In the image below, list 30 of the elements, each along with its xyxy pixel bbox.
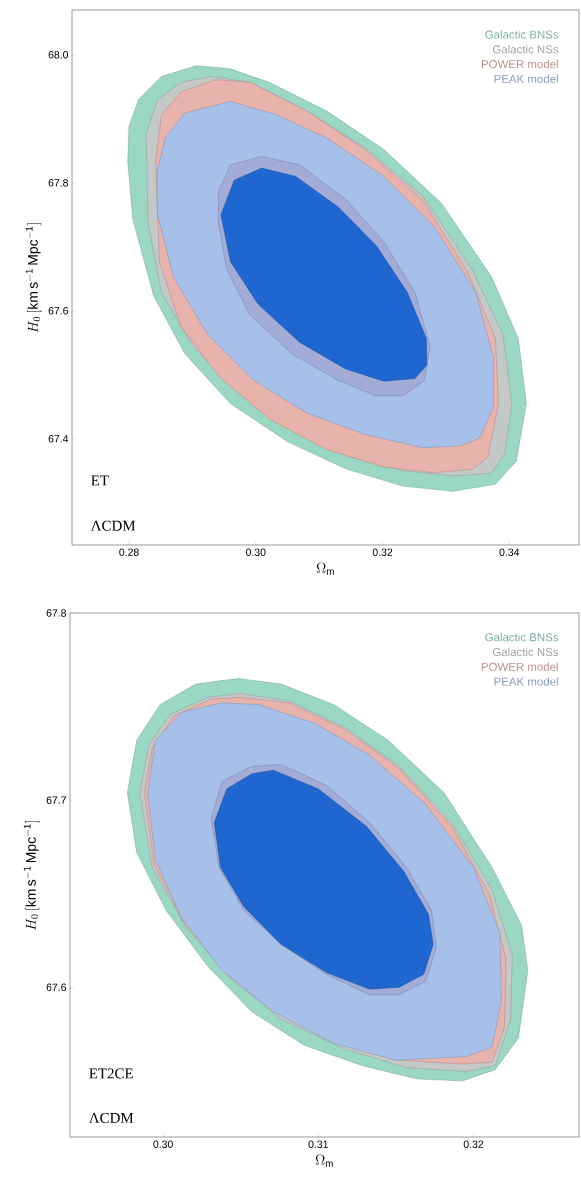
y-tick-label: 68.0 <box>48 51 69 59</box>
x-tick-label: 0.28 <box>119 548 139 556</box>
x-tick-label: 0.32 <box>463 1140 484 1148</box>
annotation: ΛCDM <box>88 1112 134 1123</box>
annotation: ET2CE <box>89 1068 133 1079</box>
y-tick-label: 67.8 <box>46 609 67 617</box>
annotation: ET <box>91 475 109 486</box>
text: PEAK model <box>494 74 558 83</box>
x-tick-label: 0.30 <box>246 548 266 556</box>
x-axis-title: $\Omega_\mathrm{m}$ <box>316 562 334 575</box>
annotation: ΛCDM <box>90 520 136 531</box>
y-axis-title: $H_0\,[\mathrm{km\,s^{-1}\,Mpc^{-1}}]$ <box>25 223 42 333</box>
y-tick-label: 67.6 <box>48 307 69 315</box>
text: POWER model <box>481 59 558 69</box>
text: Galactic NSs <box>492 45 559 54</box>
y-tick-label: 67.6 <box>46 983 67 991</box>
y-tick-label: 67.7 <box>46 796 66 804</box>
x-tick-label: 0.30 <box>153 1140 173 1148</box>
y-axis-title: $H_0\,[\mathrm{km\,s^{-1}\,Mpc^{-1}}]$ <box>23 821 40 931</box>
y-tick-label: 67.4 <box>48 435 69 443</box>
y-tick-label: 67.8 <box>48 179 69 187</box>
text: PEAK model <box>494 677 558 686</box>
x-tick-label: 0.34 <box>499 548 520 556</box>
x-axis-title: $\Omega_\mathrm{m}$ <box>315 1154 333 1167</box>
x-tick-label: 0.32 <box>372 548 393 556</box>
text: Galactic NSs <box>492 647 559 657</box>
text: POWER model <box>481 662 558 671</box>
x-tick-label: 0.31 <box>308 1140 328 1148</box>
text: Galactic BNSs <box>485 632 559 642</box>
text: Galactic BNSs <box>485 30 559 39</box>
